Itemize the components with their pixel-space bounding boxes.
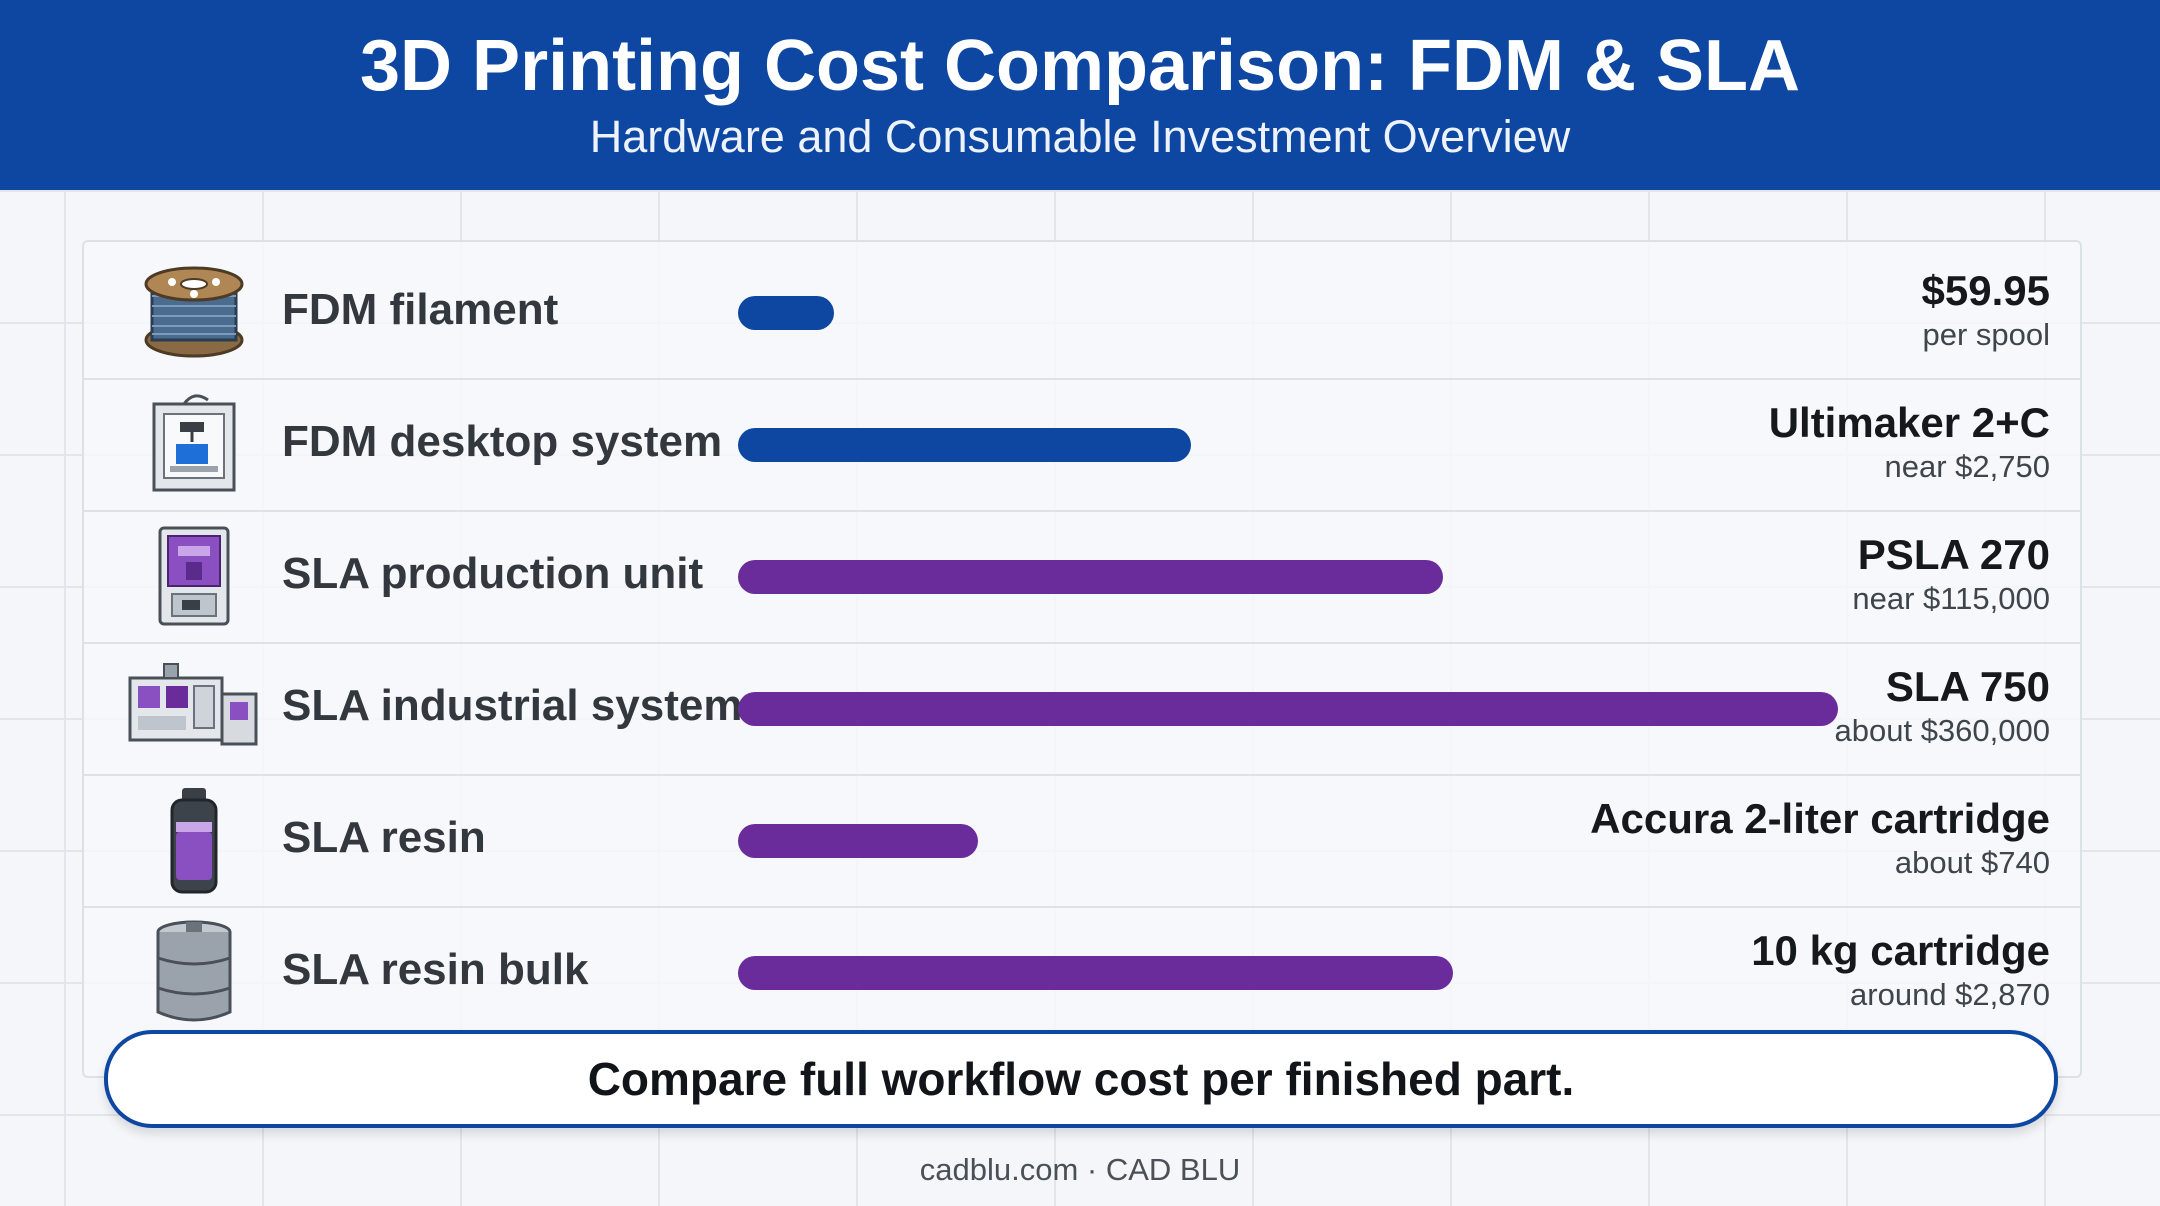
- chart-row: SLA production unit PSLA 270 near $115,000: [84, 510, 2080, 644]
- value-sub: near $2,750: [1884, 449, 2050, 484]
- category-label: SLA industrial system: [282, 681, 743, 730]
- bar-sla: [738, 692, 1838, 726]
- value-label: 10 kg cartridge around $2,870: [1751, 926, 2050, 1014]
- value-main: 10 kg cartridge: [1751, 927, 2050, 974]
- bar-sla: [738, 560, 1443, 594]
- value-sub: near $115,000: [1852, 581, 2050, 616]
- value-sub: about $360,000: [1834, 713, 2051, 748]
- value-main: Accura 2-liter cartridge: [1590, 795, 2050, 842]
- bar-fdm: [738, 428, 1191, 462]
- chart-row: FDM filament $59.95 per spool: [84, 246, 2080, 380]
- value-main: PSLA 270: [1857, 531, 2050, 578]
- chart-row: SLA resin bulk 10 kg cartridge around $2,8…: [84, 906, 2080, 1038]
- value-sub: per spool: [1922, 317, 2050, 352]
- category-label: FDM desktop system: [282, 417, 723, 466]
- value-label: $59.95 per spool: [1922, 266, 2050, 354]
- footer-credit: cadblu.com · CAD BLU: [919, 1152, 1241, 1187]
- resin-keg-icon: [124, 914, 264, 1030]
- filament-spool-icon: [124, 254, 264, 370]
- chart-row: FDM desktop system Ultimaker 2+C near $2,7…: [84, 378, 2080, 512]
- value-label: SLA 750 about $360,000: [1835, 662, 2051, 750]
- chart-row: SLA industrial system SLA 750 about $360,0…: [84, 642, 2080, 776]
- value-label: Accura 2-liter cartridge about $740: [1590, 794, 2050, 882]
- value-main: SLA 750: [1885, 663, 2050, 710]
- chart-card: FDM filament $59.95 per spool FDM desktop s…: [82, 240, 2082, 1078]
- industrial-printer-icon: [124, 650, 264, 766]
- category-label: SLA resin: [282, 813, 486, 862]
- bar-fdm: [738, 296, 834, 330]
- bar-sla: [738, 824, 978, 858]
- desktop-3d-printer-icon: [124, 386, 264, 502]
- value-main: Ultimaker 2+C: [1768, 399, 2050, 446]
- chart-row: SLA resin Accura 2-liter cartridge about $…: [84, 774, 2080, 908]
- value-label: PSLA 270 near $115,000: [1852, 530, 2050, 618]
- header-banner: 3D Printing Cost Comparison: FDM & SLA H…: [0, 0, 2160, 190]
- category-label: SLA resin bulk: [282, 945, 589, 994]
- value-sub: around $2,870: [1850, 977, 2050, 1012]
- category-label: FDM filament: [282, 285, 559, 334]
- page-title: 3D Printing Cost Comparison: FDM & SLA: [360, 26, 1800, 106]
- value-sub: about $740: [1894, 845, 2050, 880]
- bar-sla: [738, 956, 1453, 990]
- value-label: Ultimaker 2+C near $2,750: [1769, 398, 2050, 486]
- value-main: $59.95: [1921, 267, 2050, 314]
- category-label: SLA production unit: [282, 549, 704, 598]
- page-subtitle: Hardware and Consumable Investment Overv…: [589, 111, 1571, 162]
- callout-box: Compare full workflow cost per finished …: [104, 1030, 2058, 1128]
- sla-printer-icon: [124, 518, 264, 634]
- resin-bottle-icon: [124, 782, 264, 898]
